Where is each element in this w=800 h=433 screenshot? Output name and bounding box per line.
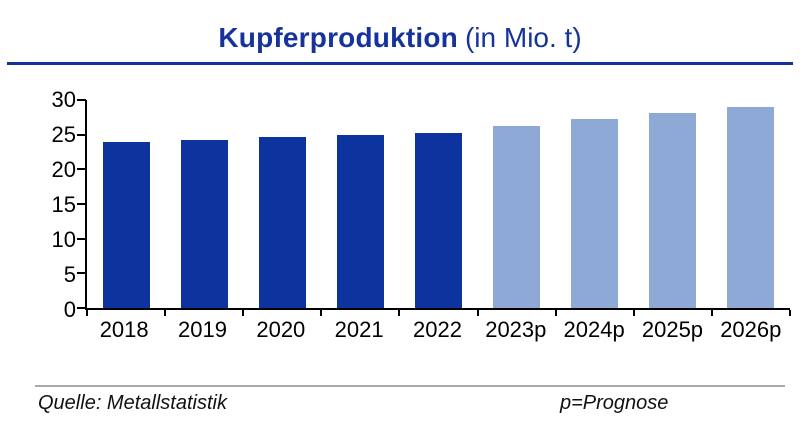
bar-cell-2020 [243,100,321,308]
x-tick-label-2024p: 2024p [563,317,625,342]
y-tick-label-0: 0 [63,297,76,322]
forecast-note-label: p=Prognose [560,392,669,414]
bar-2023p [493,125,541,308]
bar-2019 [180,140,228,308]
bar-2018 [102,141,150,308]
x-axis-labels: 2018 2019 2020 2021 2022 2023p 2024p 2025p 2026p [85,317,790,343]
x-axis-tick [476,310,479,316]
x-axis-tick [398,310,401,316]
y-tick-label-5: 5 [63,262,76,288]
y-axis-labels: 0 5 10 15 20 25 30 [28,89,76,321]
x-axis-tick [710,310,713,316]
x-tick-label-2020: 2020 [256,317,306,342]
x-axis-tick [320,310,323,316]
bar-cell-2023p [478,100,556,308]
chart-title-suffix: (in Mio. t) [464,22,582,53]
source-label: Quelle: Metallstatistik [38,392,227,414]
y-tick-label-30: 30 [51,87,76,112]
chart-title: Kupferproduktion (in Mio. t) [7,22,793,65]
y-axis-tick [77,307,86,309]
y-axis-tick [77,99,86,101]
bar-cell-2022 [399,100,477,308]
bar-2025p [649,113,697,308]
x-tick-label-2023p: 2023p [485,317,547,342]
bar-cell-2019 [165,100,243,308]
y-axis-tick [77,168,86,171]
bar-cell-2021 [321,100,399,308]
bar-2021 [336,135,384,308]
y-axis-tick [77,272,86,275]
y-tick-label-15: 15 [51,192,76,217]
bar-2020 [258,137,306,308]
x-tick-label-2025p: 2025p [641,317,704,342]
y-tick-label-20: 20 [51,157,76,183]
x-axis-tick [164,310,167,316]
x-tick-label-2026p: 2026p [720,317,782,342]
x-axis-tick [632,310,635,316]
x-axis-tick [789,310,791,316]
bar-cell-2024p [556,100,634,308]
bar-cell-2018 [87,100,165,308]
x-tick-label-2018: 2018 [99,317,149,342]
x-axis-tick [554,310,557,316]
bar-cell-2025p [634,100,712,308]
x-tick-label-2022: 2022 [413,317,462,342]
bar-2022 [414,132,462,308]
bar-2026p [727,106,775,308]
bar-2024p [571,119,619,308]
x-tick-label-2019: 2019 [178,317,227,342]
footer-divider [35,385,785,387]
x-axis-tick [242,310,245,316]
bar-cell-2026p [712,100,790,308]
y-axis-tick [77,133,86,136]
y-axis-tick [77,203,86,205]
y-axis-tick [77,237,86,240]
x-tick-label-2021: 2021 [334,317,384,342]
x-axis-tick [86,310,88,316]
y-tick-label-25: 25 [51,122,76,147]
plot-area [77,99,791,316]
y-tick-label-10: 10 [51,227,76,253]
chart-title-main: Kupferproduktion [218,22,458,53]
